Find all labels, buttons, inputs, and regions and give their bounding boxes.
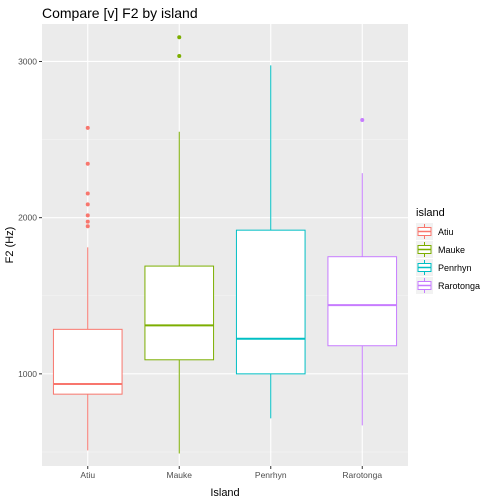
outlier-point — [85, 219, 90, 224]
legend-item-rarotonga: Rarotonga — [416, 277, 480, 294]
x-tick-label: Mauke — [166, 470, 192, 480]
legend-label: Penrhyn — [438, 263, 472, 273]
box-rect — [235, 229, 306, 375]
plot-panel — [42, 24, 408, 466]
x-axis-title: Island — [210, 487, 239, 499]
box-rect — [144, 265, 215, 361]
legend-item-atiu: Atiu — [416, 223, 454, 240]
x-tick-label: Rarotonga — [342, 470, 382, 480]
legend-label: Rarotonga — [438, 281, 480, 291]
box-mauke — [144, 35, 215, 454]
box-rarotonga — [327, 118, 398, 426]
outlier-point — [85, 213, 90, 218]
x-axis: Atiu Mauke Penrhyn Rarotonga — [80, 466, 382, 480]
chart-title: Compare [v] F2 by island — [42, 5, 198, 21]
outlier-point — [85, 161, 90, 166]
y-tick-label: 2000 — [18, 213, 37, 223]
legend: island Atiu Mauke Penrhyn Rarotonga — [416, 207, 480, 294]
legend-label: Atiu — [438, 227, 454, 237]
x-tick-label: Penrhyn — [255, 470, 287, 480]
legend-item-mauke: Mauke — [416, 241, 465, 258]
outlier-point — [85, 224, 90, 229]
outlier-point — [85, 191, 90, 196]
box-penrhyn — [235, 65, 306, 419]
legend-label: Mauke — [438, 245, 465, 255]
y-axis: 1000 2000 3000 — [18, 56, 42, 379]
box-atiu — [52, 125, 123, 451]
outlier-point — [85, 125, 90, 130]
boxes — [52, 35, 398, 454]
y-tick-label: 1000 — [18, 369, 37, 379]
outlier-point — [85, 202, 90, 207]
box-rect — [327, 256, 398, 347]
outlier-point — [177, 54, 182, 59]
legend-title: island — [416, 207, 445, 219]
y-axis-title: F2 (Hz) — [4, 227, 16, 264]
x-tick-label: Atiu — [80, 470, 95, 480]
legend-item-penrhyn: Penrhyn — [416, 259, 472, 276]
y-tick-label: 3000 — [18, 56, 37, 66]
outlier-point — [177, 35, 182, 40]
outlier-point — [360, 118, 365, 123]
